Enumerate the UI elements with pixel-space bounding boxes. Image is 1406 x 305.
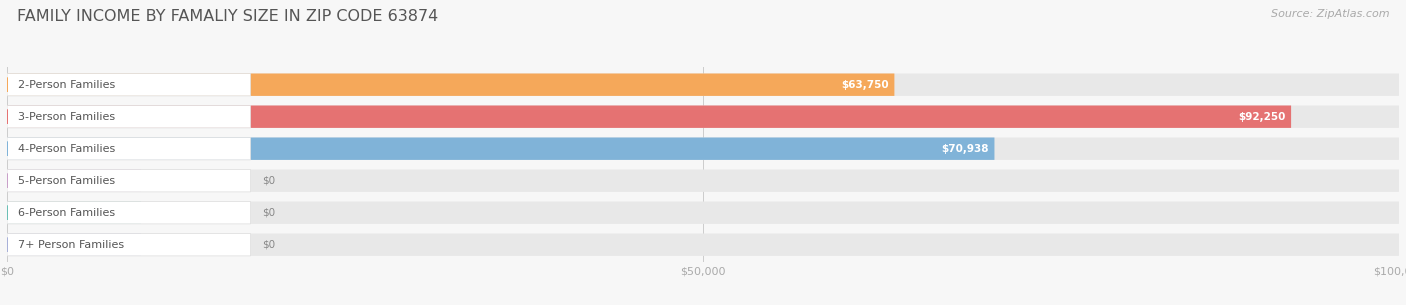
Text: $0: $0 (262, 240, 276, 250)
FancyBboxPatch shape (7, 234, 250, 256)
FancyBboxPatch shape (7, 170, 250, 192)
FancyBboxPatch shape (7, 74, 894, 96)
FancyBboxPatch shape (7, 170, 141, 192)
FancyBboxPatch shape (7, 106, 1291, 128)
FancyBboxPatch shape (7, 170, 1399, 192)
Text: $0: $0 (262, 176, 276, 186)
Text: 3-Person Families: 3-Person Families (18, 112, 115, 122)
FancyBboxPatch shape (7, 74, 250, 96)
FancyBboxPatch shape (7, 138, 1399, 160)
Text: 6-Person Families: 6-Person Families (18, 208, 115, 218)
Text: $0: $0 (262, 208, 276, 218)
FancyBboxPatch shape (7, 138, 250, 160)
FancyBboxPatch shape (7, 234, 1399, 256)
FancyBboxPatch shape (7, 106, 250, 128)
FancyBboxPatch shape (7, 138, 994, 160)
FancyBboxPatch shape (7, 74, 1399, 96)
FancyBboxPatch shape (7, 234, 141, 256)
FancyBboxPatch shape (7, 202, 1399, 224)
Text: $70,938: $70,938 (942, 144, 988, 154)
Text: 2-Person Families: 2-Person Families (18, 80, 115, 90)
Text: FAMILY INCOME BY FAMALIY SIZE IN ZIP CODE 63874: FAMILY INCOME BY FAMALIY SIZE IN ZIP COD… (17, 9, 439, 24)
Text: Source: ZipAtlas.com: Source: ZipAtlas.com (1271, 9, 1389, 19)
Text: 7+ Person Families: 7+ Person Families (18, 240, 124, 250)
FancyBboxPatch shape (7, 106, 1399, 128)
Text: $92,250: $92,250 (1239, 112, 1285, 122)
Text: 5-Person Families: 5-Person Families (18, 176, 115, 186)
FancyBboxPatch shape (7, 202, 141, 224)
Text: $63,750: $63,750 (841, 80, 889, 90)
Text: 4-Person Families: 4-Person Families (18, 144, 115, 154)
FancyBboxPatch shape (7, 202, 250, 224)
